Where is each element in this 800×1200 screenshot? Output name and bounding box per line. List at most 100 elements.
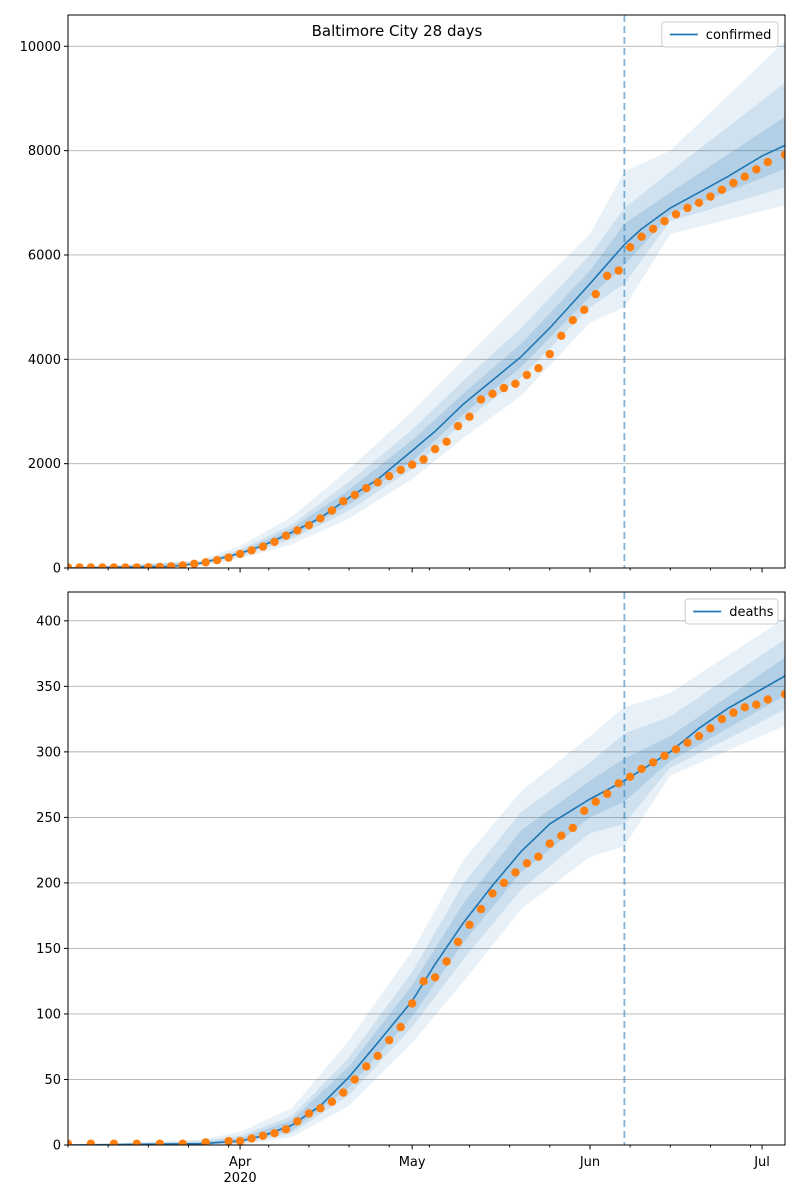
panel-0-plot-area (68, 15, 785, 568)
observed-point (212, 556, 222, 565)
observed-point (453, 421, 463, 431)
observed-point (740, 703, 749, 712)
observed-point (660, 751, 669, 760)
x-tick-label: Apr (229, 1155, 252, 1170)
x-tick-label: Jul (753, 1155, 770, 1170)
observed-point (408, 460, 417, 469)
observed-point (568, 316, 577, 325)
observed-point (109, 563, 119, 568)
panel-1-observed-series (68, 690, 785, 1145)
observed-point (671, 210, 681, 219)
y-tick-label: 10000 (20, 40, 61, 55)
uncertainty-band-middle (68, 639, 785, 1145)
observed-point (694, 198, 704, 207)
observed-point (98, 563, 107, 568)
uncertainty-band-outer (68, 618, 785, 1145)
observed-point (648, 224, 658, 234)
observed-point (167, 562, 176, 568)
observed-point (430, 444, 440, 454)
panel-1-grid (68, 620, 785, 1146)
observed-point (270, 537, 279, 547)
observed-point (155, 562, 164, 568)
observed-point (465, 920, 474, 929)
observed-point (625, 772, 635, 781)
observed-point (419, 977, 428, 986)
observed-point (717, 714, 727, 724)
y-tick-label: 350 (36, 680, 61, 695)
observed-point (190, 559, 199, 568)
y-tick-label: 400 (36, 614, 61, 629)
y-tick-label: 0 (53, 562, 61, 577)
observed-point (488, 389, 497, 398)
observed-point (86, 1139, 96, 1145)
observed-point (430, 973, 440, 982)
y-tick-label: 50 (44, 1073, 61, 1088)
observed-point (706, 192, 715, 201)
observed-point (534, 364, 543, 373)
observed-point (752, 700, 761, 709)
observed-point (258, 542, 268, 551)
observed-point (648, 758, 658, 767)
observed-point (339, 1088, 348, 1097)
observed-point (511, 868, 520, 877)
panel-0-legend: confirmed (661, 21, 779, 48)
observed-point (419, 455, 428, 464)
y-tick-label: 6000 (28, 248, 61, 263)
observed-point (557, 831, 566, 840)
observed-point (178, 1139, 187, 1145)
observed-point (780, 690, 785, 699)
observed-point (534, 852, 543, 861)
observed-point (132, 1139, 141, 1145)
observed-point (453, 937, 463, 947)
observed-point (281, 531, 291, 540)
observed-point (499, 383, 509, 393)
y-tick-label: 2000 (28, 457, 61, 472)
observed-point (591, 289, 600, 299)
observed-point (235, 549, 245, 559)
observed-point (614, 266, 623, 275)
observed-point (465, 412, 474, 421)
observed-point (132, 563, 141, 568)
observed-point (476, 395, 486, 404)
observed-point (316, 1104, 325, 1113)
observed-point (327, 506, 337, 515)
observed-point (68, 1139, 73, 1145)
observed-point (568, 823, 577, 833)
observed-point (68, 563, 73, 568)
observed-point (396, 465, 405, 475)
uncertainty-band-outer (68, 41, 785, 568)
observed-point (488, 889, 497, 898)
observed-point (316, 514, 325, 523)
y-tick-label: 300 (36, 745, 61, 760)
observed-point (694, 731, 704, 741)
observed-point (293, 526, 302, 535)
observed-point (763, 157, 772, 167)
observed-point (740, 172, 749, 181)
observed-point (350, 490, 359, 500)
observed-point (442, 957, 451, 966)
observed-point (270, 1129, 279, 1138)
observed-point (235, 1136, 245, 1145)
observed-point (780, 150, 785, 159)
observed-point (293, 1117, 302, 1126)
observed-point (247, 546, 256, 555)
y-tick-label: 0 (53, 1139, 61, 1154)
confirmed-panel: 0 2000 4000 6000 8000 10000 confirmed (20, 14, 786, 577)
observed-point (545, 349, 554, 359)
observed-point (304, 521, 314, 530)
observed-point (671, 745, 681, 754)
observed-point (614, 779, 623, 788)
observed-point (373, 478, 382, 487)
observed-point (258, 1131, 268, 1141)
panel-0-axes-frame (67, 14, 786, 569)
observed-point (155, 1139, 164, 1145)
legend-label: confirmed (706, 28, 772, 43)
x-tick-label: Jun (579, 1155, 600, 1170)
uncertainty-band-inner (68, 657, 785, 1145)
y-tick-label: 200 (36, 876, 61, 891)
observed-point (763, 695, 772, 704)
observed-point (201, 1138, 210, 1145)
panel-1-axes-frame (67, 591, 786, 1146)
